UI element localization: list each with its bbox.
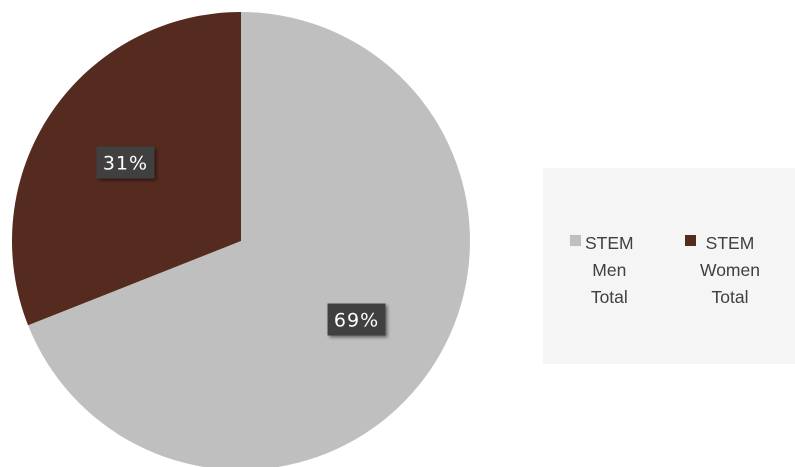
- data-label-box-men: [327, 303, 386, 336]
- legend-label-men: STEM Men Total: [585, 233, 634, 307]
- data-label-men: 69%: [327, 303, 386, 336]
- data-label-text-women: 31%: [103, 152, 148, 174]
- data-label-box-women: [96, 146, 155, 179]
- legend-swatch-women: [685, 235, 696, 246]
- chart-legend: STEM Men Total STEM Women Total: [543, 168, 795, 364]
- pie-slice-men: [28, 12, 470, 467]
- legend-entry-women: STEM Women Total: [685, 230, 760, 311]
- pie-slices: [11, 12, 470, 467]
- data-label-text-men: 69%: [334, 310, 379, 332]
- data-label-women: 31%: [96, 146, 155, 179]
- legend-label-women: STEM Women Total: [700, 233, 760, 307]
- legend-swatch-men: [570, 235, 581, 246]
- legend-entry-men: STEM Men Total: [570, 230, 634, 311]
- pie-data-labels: 69% 31%: [96, 146, 386, 336]
